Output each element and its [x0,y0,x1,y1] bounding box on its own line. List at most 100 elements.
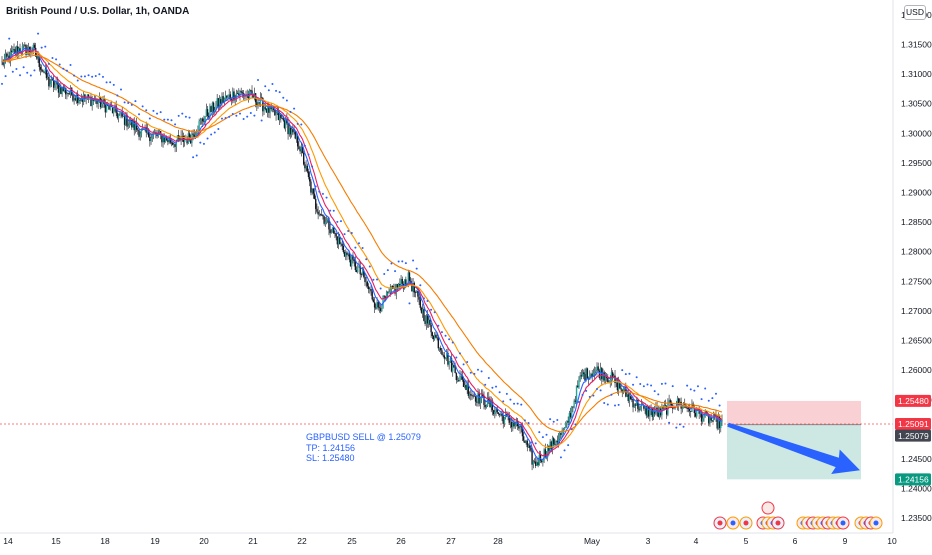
sar-dot [513,402,516,405]
candle-body [623,387,626,389]
sar-dot [516,402,519,405]
sar-dot [242,118,245,121]
candle-body [49,84,51,87]
candle-body [336,236,339,245]
candle-body [27,46,30,51]
candle-body [337,237,340,245]
y-tick-label: 1.29000 [901,187,932,197]
candle-body [480,393,483,399]
sar-dot [267,89,270,92]
candle-body [68,93,71,95]
candle-body [497,412,500,414]
sar-dot [80,75,83,78]
event-flag-icon[interactable] [726,516,740,530]
sar-dot [112,83,115,86]
sar-dot [282,96,285,99]
event-flag-icon[interactable] [713,516,727,530]
candle-body [206,109,209,116]
candle-body [622,387,625,393]
sar-dot [202,142,205,145]
sar-dot [156,112,159,115]
candle-body [434,334,436,340]
sar-dot [700,398,703,401]
event-flag-dot [873,520,879,526]
candle-body [222,96,224,103]
price-label-stop-loss: 1.25480 [895,394,931,407]
candle-body [358,265,360,268]
candle-body [604,376,607,381]
candle-body [444,358,447,360]
candle-body [569,413,572,418]
candle-body [122,116,125,117]
candle-body [432,335,435,340]
candle-body [19,48,21,53]
candle-body [596,366,598,370]
x-tick-label: 18 [100,536,110,546]
candle-body [223,98,226,103]
sar-dot [556,418,559,421]
candle-body [303,152,305,165]
sar-dot [213,131,216,134]
candle-body [65,87,67,95]
time-axis[interactable]: 14 15 18 19 20 21 22 25 26 27 28 May 3 4 5 6 9 10 [0,532,897,546]
sar-dot [549,418,552,421]
candle-body [389,289,391,293]
candle-body [66,93,68,95]
candle-body [205,109,208,117]
candle-body [333,227,335,234]
price-label-entry: 1.25079 [895,429,931,442]
candle-body [357,267,359,273]
sar-dot [62,67,65,70]
currency-badge[interactable]: USD [904,5,926,20]
candle-body [479,398,482,404]
candle-body [80,98,83,101]
candle-body [263,107,265,112]
sar-dot [177,114,180,117]
candle-body [203,121,205,123]
x-tick-label: 20 [199,536,209,546]
candle-body [10,50,13,52]
y-tick-label: 1.24000 [901,484,932,494]
candle-body [638,408,640,411]
candle-body [605,376,608,378]
candle-body [509,422,512,423]
sar-dot [397,260,400,263]
sar-dot [552,420,555,423]
candle-body [440,347,442,351]
candle-body [534,461,537,466]
sar-dot [520,403,523,406]
sar-dot [105,81,108,84]
candle-body [503,417,506,424]
candle-body [453,365,455,368]
candle-body [299,149,301,152]
event-flag-icon[interactable] [836,516,850,530]
event-flag-icon[interactable] [739,516,753,530]
candle-body [631,399,633,400]
candle-body [221,96,223,104]
candle-body [117,113,120,119]
sar-dot [354,246,357,249]
economic-events[interactable] [713,501,883,530]
sell-arrow [727,422,860,474]
sar-dot [386,269,389,272]
candle-body [293,131,295,133]
candle-body [388,292,390,293]
candle-body [339,237,341,245]
candle-body [373,302,376,308]
event-flag-icon[interactable] [771,516,785,530]
sar-dot [361,246,364,249]
candle-body [355,270,358,273]
sar-dot [621,369,624,372]
event-flag-icon[interactable] [869,516,883,530]
candle-body [478,392,480,404]
candle-body [329,229,331,234]
sar-dot [199,141,202,144]
sar-dot [365,258,368,261]
candle-body [149,136,151,142]
candle-body [309,177,311,182]
price-axis[interactable]: 1.320001.315001.310001.305001.300001.295… [892,0,932,550]
candle-body [464,385,466,387]
candle-body [331,227,334,233]
